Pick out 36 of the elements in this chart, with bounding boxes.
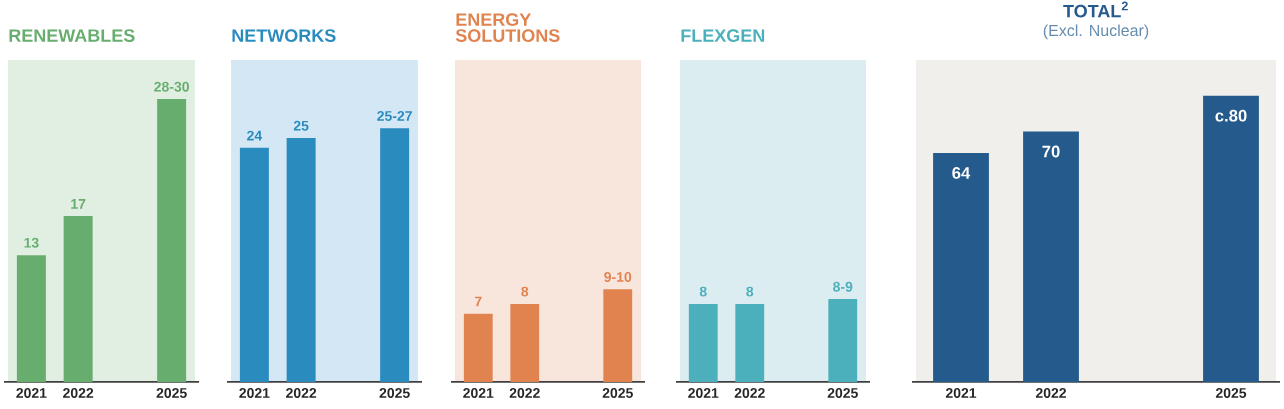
chart-subtitle: (Excl. Nuclear) (1043, 24, 1149, 40)
x-tick-label: 2021 (463, 388, 494, 398)
chart-title: RENEWABLES (9, 29, 135, 42)
chart-title: FLEXGEN (681, 29, 765, 42)
data-label: 25-27 (377, 111, 412, 121)
data-label: 24 (247, 130, 263, 141)
x-tick-label: 2021 (16, 388, 47, 398)
x-tick-label: 2022 (63, 388, 94, 398)
data-label: 13 (24, 237, 39, 248)
x-tick-label: 2022 (286, 388, 317, 398)
data-label: 8 (521, 286, 529, 297)
x-tick-label: 2021 (688, 388, 719, 398)
x-tick-label: 2022 (734, 388, 765, 398)
chart-title: ENERGY SOLUTIONS (455, 13, 560, 42)
x-tick-label: 2025 (827, 388, 858, 398)
x-tick-label: 2025 (602, 388, 633, 398)
chart-title: NETWORKS (232, 29, 336, 42)
x-tick-label: 2025 (156, 388, 187, 398)
data-label: 70 (1042, 145, 1060, 158)
data-label: 64 (952, 167, 971, 179)
data-label: 7 (474, 296, 482, 307)
x-tick-label: 2021 (945, 388, 977, 398)
x-tick-label: 2022 (1035, 388, 1066, 398)
x-tick-label: 2021 (239, 388, 270, 398)
data-label: 9-10 (604, 272, 632, 282)
data-label: 8 (746, 286, 754, 297)
data-label: 28-30 (154, 81, 189, 92)
x-tick-label: 2025 (379, 388, 410, 398)
chart-title: TOTAL$^{2}$ (1063, 1, 1128, 18)
data-label: 8-9 (833, 281, 853, 292)
data-label: 17 (71, 199, 86, 209)
data-label: 25 (293, 120, 309, 131)
data-label: c.80 (1215, 109, 1247, 122)
x-tick-label: 2025 (1215, 388, 1247, 398)
x-tick-label: 2022 (509, 388, 540, 398)
data-label: 8 (699, 286, 707, 297)
